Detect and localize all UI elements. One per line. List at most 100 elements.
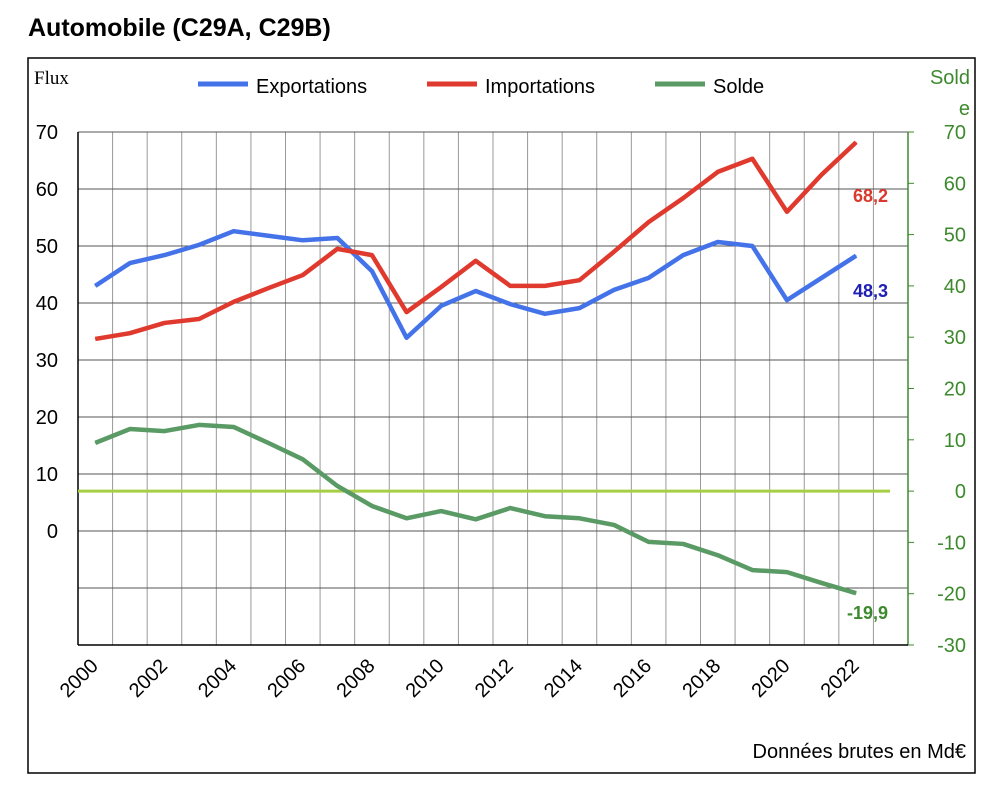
data-point bbox=[129, 428, 131, 430]
x-tick-label: 2008 bbox=[332, 655, 379, 702]
data-point bbox=[267, 287, 269, 289]
data-point bbox=[94, 285, 96, 287]
data-point bbox=[267, 235, 269, 237]
data-point bbox=[751, 245, 753, 247]
y2-tick-label: 40 bbox=[944, 276, 966, 298]
data-point bbox=[786, 299, 788, 301]
data-point bbox=[682, 254, 684, 256]
x-tick-label: 2004 bbox=[194, 655, 241, 702]
data-point bbox=[371, 505, 373, 507]
data-point bbox=[94, 442, 96, 444]
x-tick-label: 2002 bbox=[125, 655, 172, 702]
y-tick-label: 70 bbox=[36, 122, 58, 144]
data-point bbox=[648, 277, 650, 279]
y2-tick-label: 50 bbox=[944, 225, 966, 247]
data-point bbox=[717, 171, 719, 173]
data-point bbox=[544, 313, 546, 315]
data-point bbox=[336, 485, 338, 487]
data-point bbox=[821, 582, 823, 584]
data-point bbox=[163, 322, 165, 324]
chart-frame bbox=[27, 57, 976, 774]
x-tick-label: 2014 bbox=[540, 655, 587, 702]
y2-tick-label: 0 bbox=[955, 481, 966, 503]
data-point bbox=[336, 237, 338, 239]
data-point bbox=[129, 262, 131, 264]
y2-tick-label: 60 bbox=[944, 173, 966, 195]
y2-tick-label: -10 bbox=[937, 532, 966, 554]
y-tick-label: 40 bbox=[36, 293, 58, 315]
x-tick-label: 2018 bbox=[678, 655, 725, 702]
y2-tick-label: -20 bbox=[937, 584, 966, 606]
series-line-exportations bbox=[94, 228, 858, 341]
x-tick-label: 2022 bbox=[817, 655, 864, 702]
data-point bbox=[302, 458, 304, 460]
data-point bbox=[751, 569, 753, 571]
x-tick-label: 2016 bbox=[609, 655, 656, 702]
y2-axis-label: Sold bbox=[930, 67, 970, 89]
data-point bbox=[855, 141, 857, 143]
data-point bbox=[682, 197, 684, 199]
data-point bbox=[821, 277, 823, 279]
y-tick-label: 50 bbox=[36, 236, 58, 258]
data-point bbox=[648, 541, 650, 543]
data-point bbox=[855, 255, 857, 257]
data-point bbox=[578, 279, 580, 281]
y-tick-label: 20 bbox=[36, 407, 58, 429]
data-point bbox=[855, 592, 857, 594]
data-point bbox=[578, 517, 580, 519]
y-tick-label: 0 bbox=[47, 521, 58, 543]
y2-tick-label: 30 bbox=[944, 327, 966, 349]
data-point bbox=[648, 221, 650, 223]
data-point bbox=[613, 251, 615, 253]
data-point bbox=[371, 270, 373, 272]
y2-axis-label-wrap: e bbox=[959, 98, 970, 120]
end-label: 68,2 bbox=[853, 186, 888, 206]
data-point bbox=[509, 507, 511, 509]
data-point bbox=[406, 337, 408, 339]
data-point bbox=[682, 543, 684, 545]
data-point bbox=[233, 301, 235, 303]
data-point bbox=[406, 517, 408, 519]
data-point bbox=[786, 571, 788, 573]
data-point bbox=[544, 515, 546, 517]
x-tick-label: 2000 bbox=[56, 655, 103, 702]
data-point bbox=[475, 518, 477, 520]
legend-label: Solde bbox=[713, 76, 764, 98]
x-tick-label: 2010 bbox=[402, 655, 449, 702]
data-point bbox=[440, 286, 442, 288]
data-point bbox=[544, 285, 546, 287]
data-point bbox=[198, 244, 200, 246]
data-point bbox=[751, 158, 753, 160]
y-axis-label: Flux bbox=[34, 68, 69, 89]
data-point bbox=[509, 303, 511, 305]
data-point bbox=[198, 424, 200, 426]
data-point bbox=[198, 318, 200, 320]
data-point bbox=[613, 289, 615, 291]
y2-tick-label: 70 bbox=[944, 122, 966, 144]
x-tick-label: 2006 bbox=[263, 655, 310, 702]
data-point bbox=[302, 274, 304, 276]
data-point bbox=[717, 241, 719, 243]
data-point bbox=[440, 510, 442, 512]
data-point bbox=[336, 248, 338, 250]
data-point bbox=[509, 285, 511, 287]
data-point bbox=[302, 239, 304, 241]
chart-title: Automobile (C29A, C29B) bbox=[28, 14, 331, 42]
data-point bbox=[163, 430, 165, 432]
end-label: 48,3 bbox=[853, 281, 888, 301]
data-point bbox=[129, 332, 131, 334]
data-point bbox=[821, 174, 823, 176]
x-tick-label: 2012 bbox=[471, 655, 518, 702]
data-point bbox=[163, 254, 165, 256]
y-tick-label: 30 bbox=[36, 350, 58, 372]
y2-tick-label: 10 bbox=[944, 430, 966, 452]
legend-label: Importations bbox=[485, 76, 595, 98]
x-tick-label: 2020 bbox=[747, 655, 794, 702]
data-point bbox=[613, 524, 615, 526]
data-point bbox=[233, 230, 235, 232]
y-tick-label: 60 bbox=[36, 179, 58, 201]
data-point bbox=[440, 305, 442, 307]
data-point bbox=[475, 260, 477, 262]
y2-tick-label: 20 bbox=[944, 379, 966, 401]
